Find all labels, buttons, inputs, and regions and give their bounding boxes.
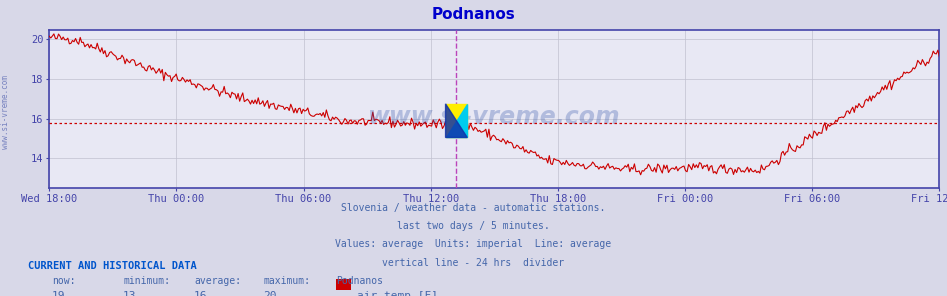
Text: Podnanos: Podnanos (432, 7, 515, 22)
Text: 13: 13 (123, 291, 136, 296)
Text: Slovenia / weather data - automatic stations.: Slovenia / weather data - automatic stat… (341, 203, 606, 213)
Text: Podnanos: Podnanos (336, 276, 384, 286)
Text: www.si-vreme.com: www.si-vreme.com (1, 75, 10, 149)
Text: www.si-vreme.com: www.si-vreme.com (368, 105, 620, 129)
Text: air temp.[F]: air temp.[F] (357, 291, 438, 296)
Text: 19: 19 (52, 291, 65, 296)
Polygon shape (446, 104, 467, 137)
Text: vertical line - 24 hrs  divider: vertical line - 24 hrs divider (383, 258, 564, 268)
Text: 20: 20 (263, 291, 277, 296)
Bar (446, 104, 467, 137)
Text: Values: average  Units: imperial  Line: average: Values: average Units: imperial Line: av… (335, 239, 612, 250)
Text: last two days / 5 minutes.: last two days / 5 minutes. (397, 221, 550, 231)
Text: 16: 16 (194, 291, 207, 296)
Polygon shape (446, 104, 467, 137)
Text: minimum:: minimum: (123, 276, 170, 286)
Text: now:: now: (52, 276, 76, 286)
Text: maximum:: maximum: (263, 276, 311, 286)
Text: CURRENT AND HISTORICAL DATA: CURRENT AND HISTORICAL DATA (28, 261, 197, 271)
Text: average:: average: (194, 276, 241, 286)
